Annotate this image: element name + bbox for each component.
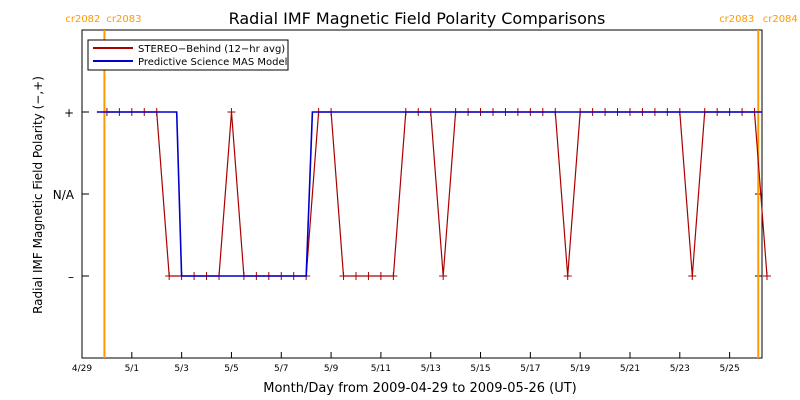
stereo-behind-point: [563, 272, 572, 280]
stereo-behind-point: [351, 272, 360, 280]
x-tick-label: 5/17: [520, 364, 540, 374]
stereo-behind-point: [165, 272, 174, 280]
y-tick-label: N/A: [53, 188, 75, 202]
legend-box: [87, 39, 289, 71]
carrington-marker-left-label: cr2083: [719, 14, 754, 25]
y-tick-label: +: [64, 106, 74, 120]
stereo-behind-point: [762, 272, 771, 280]
stereo-behind-point: [439, 272, 448, 280]
legend-label-stereo: STEREO−Behind (12−hr avg): [138, 44, 285, 55]
chart-title: Radial IMF Magnetic Field Polarity Compa…: [229, 9, 606, 28]
stereo-behind-point: [339, 272, 348, 280]
x-tick-label: 5/3: [174, 364, 188, 374]
y-axis-label: Radial IMF Magnetic Field Polarity (−,+): [31, 76, 45, 314]
stereo-behind-point: [227, 108, 236, 116]
x-tick-label: 5/25: [720, 364, 740, 374]
stereo-behind-point: [688, 272, 697, 280]
carrington-markers: cr2082 cr2083 cr2083 cr2084: [65, 14, 798, 358]
x-axis-label: Month/Day from 2009-04-29 to 2009-05-26 …: [263, 381, 576, 396]
series-group: [96, 108, 771, 280]
x-tick-label: 4/29: [72, 364, 92, 374]
carrington-marker-right-label: cr2083: [106, 14, 141, 25]
x-tick-label: 5/13: [421, 364, 441, 374]
y-tick-label: –: [68, 270, 74, 284]
carrington-marker-left-label: cr2082: [65, 14, 100, 25]
stereo-behind-point: [376, 272, 385, 280]
x-tick-label: 5/7: [274, 364, 288, 374]
x-tick-label: 5/21: [620, 364, 640, 374]
x-tick-label: 5/5: [224, 364, 238, 374]
x-tick-label: 5/23: [670, 364, 690, 374]
stereo-behind-point: [364, 272, 373, 280]
legend-label-model: Predictive Science MAS Model: [138, 57, 287, 68]
x-tick-label: 5/19: [570, 364, 590, 374]
x-tick-label: 5/11: [371, 364, 391, 374]
mas-model-line: [96, 111, 762, 277]
carrington-marker-right-label: cr2084: [763, 14, 798, 25]
legend: STEREO−Behind (12−hr avg) Predictive Sci…: [87, 39, 289, 71]
stereo-behind-point: [389, 272, 398, 280]
axis-ticks: 4/29 5/1 5/3 5/5 5/7 5/9 5/11 5/13 5/15 5/17 5/19 5…: [53, 106, 762, 374]
x-tick-label: 5/1: [125, 364, 139, 374]
x-tick-label: 5/15: [470, 364, 490, 374]
x-tick-label: 5/9: [324, 364, 339, 374]
